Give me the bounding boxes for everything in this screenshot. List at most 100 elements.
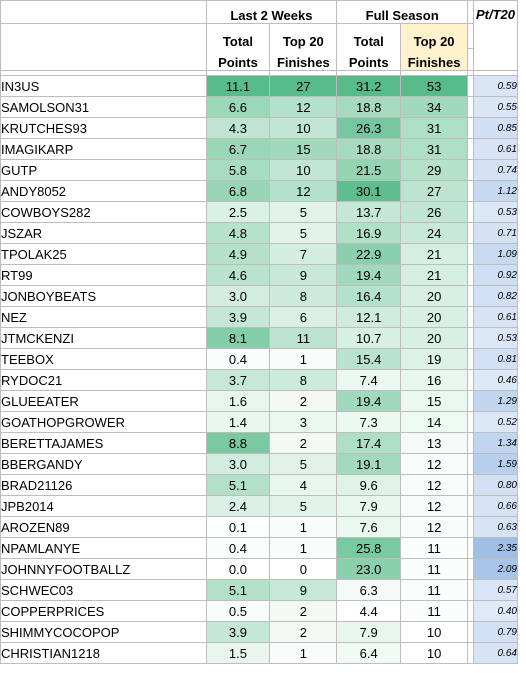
season-top20-cell[interactable]: 11 — [400, 537, 469, 559]
season-points-cell[interactable]: 10.7 — [336, 327, 402, 349]
season-points-header-top[interactable]: Total — [336, 23, 402, 49]
recent-points-cell[interactable]: 1.5 — [205, 642, 271, 664]
recent-top20-cell[interactable]: 1 — [269, 642, 338, 664]
recent-top20-cell[interactable]: 1 — [269, 516, 338, 538]
recent-top20-cell[interactable]: 10 — [269, 117, 338, 139]
ratio-cell[interactable]: 0.61 — [473, 306, 518, 328]
season-top20-cell[interactable]: 11 — [400, 558, 469, 580]
season-top20-cell[interactable]: 31 — [400, 138, 469, 160]
recent-top20-cell[interactable]: 2 — [269, 432, 338, 454]
ratio-cell[interactable]: 2.09 — [473, 558, 518, 580]
recent-top20-cell[interactable]: 5 — [269, 222, 338, 244]
player-name-cell[interactable]: IMAGIKARP — [0, 138, 207, 160]
ratio-cell[interactable]: 0.63 — [473, 516, 518, 538]
season-top20-cell[interactable]: 31 — [400, 117, 469, 139]
ratio-cell[interactable]: 0.92 — [473, 264, 518, 286]
recent-points-cell[interactable]: 4.9 — [205, 243, 271, 265]
recent-top20-cell[interactable]: 3 — [269, 411, 338, 433]
season-top20-cell[interactable]: 12 — [400, 495, 469, 517]
season-points-cell[interactable]: 19.4 — [336, 390, 402, 412]
player-name-cell[interactable]: BRAD21126 — [0, 474, 207, 496]
ratio-cell[interactable]: 1.29 — [473, 390, 518, 412]
season-points-cell[interactable]: 13.7 — [336, 201, 402, 223]
recent-top20-cell[interactable]: 8 — [269, 369, 338, 391]
recent-points-cell[interactable]: 4.6 — [205, 264, 271, 286]
recent-top20-cell[interactable]: 2 — [269, 600, 338, 622]
recent-points-cell[interactable]: 8.1 — [205, 327, 271, 349]
ratio-cell[interactable]: 0.46 — [473, 369, 518, 391]
player-name-cell[interactable]: RT99 — [0, 264, 207, 286]
recent-points-cell[interactable]: 8.8 — [205, 432, 271, 454]
ratio-cell[interactable]: 0.53 — [473, 327, 518, 349]
recent-top20-cell[interactable]: 27 — [269, 75, 338, 97]
blank-cell[interactable] — [0, 0, 207, 24]
season-points-cell[interactable]: 18.8 — [336, 96, 402, 118]
ratio-cell[interactable]: 0.61 — [473, 138, 518, 160]
recent-top20-cell[interactable]: 1 — [269, 348, 338, 370]
player-name-cell[interactable]: IN3US — [0, 75, 207, 97]
season-top20-cell[interactable]: 11 — [400, 579, 469, 601]
recent-points-cell[interactable]: 3.0 — [205, 285, 271, 307]
spacer-cell[interactable] — [467, 48, 474, 71]
recent-points-cell[interactable]: 6.6 — [205, 96, 271, 118]
recent-points-cell[interactable]: 3.0 — [205, 453, 271, 475]
recent-top20-cell[interactable]: 6 — [269, 306, 338, 328]
season-points-cell[interactable]: 17.4 — [336, 432, 402, 454]
player-name-cell[interactable]: BERETTAJAMES — [0, 432, 207, 454]
season-points-cell[interactable]: 12.1 — [336, 306, 402, 328]
player-name-cell[interactable]: GOATHOPGROWER — [0, 411, 207, 433]
season-points-cell[interactable]: 16.9 — [336, 222, 402, 244]
recent-top20-cell[interactable]: 0 — [269, 558, 338, 580]
recent-top20-cell[interactable]: 7 — [269, 243, 338, 265]
ratio-cell[interactable]: 0.59 — [473, 75, 518, 97]
ratio-cell[interactable]: 0.85 — [473, 117, 518, 139]
player-name-cell[interactable]: GLUEEATER — [0, 390, 207, 412]
ratio-cell[interactable]: 0.80 — [473, 474, 518, 496]
player-name-cell[interactable]: COPPERPRICES — [0, 600, 207, 622]
season-top20-cell[interactable]: 26 — [400, 201, 469, 223]
recent-points-cell[interactable]: 2.4 — [205, 495, 271, 517]
recent-top20-cell[interactable]: 5 — [269, 495, 338, 517]
recent-points-cell[interactable]: 5.1 — [205, 579, 271, 601]
ratio-cell[interactable]: 0.53 — [473, 201, 518, 223]
ratio-cell[interactable]: 1.09 — [473, 243, 518, 265]
ratio-cell[interactable]: 0.71 — [473, 222, 518, 244]
ratio-cell[interactable]: 1.59 — [473, 453, 518, 475]
ratio-cell[interactable]: 0.52 — [473, 411, 518, 433]
ratio-cell[interactable]: 0.40 — [473, 600, 518, 622]
recent-top20-cell[interactable]: 5 — [269, 201, 338, 223]
recent-points-cell[interactable]: 3.7 — [205, 369, 271, 391]
recent-top20-cell[interactable]: 9 — [269, 579, 338, 601]
player-name-cell[interactable]: BBERGANDY — [0, 453, 207, 475]
season-points-cell[interactable]: 15.4 — [336, 348, 402, 370]
season-top20-cell[interactable]: 16 — [400, 369, 469, 391]
recent-top20-cell[interactable]: 2 — [269, 621, 338, 643]
recent-points-cell[interactable]: 0.1 — [205, 516, 271, 538]
ratio-cell[interactable]: 1.34 — [473, 432, 518, 454]
ratio-cell[interactable]: 0.79 — [473, 621, 518, 643]
season-top20-cell[interactable]: 20 — [400, 306, 469, 328]
season-top20-cell[interactable]: 15 — [400, 390, 469, 412]
blank-cell[interactable] — [0, 48, 207, 71]
recent-points-cell[interactable]: 0.4 — [205, 537, 271, 559]
recent-points-cell[interactable]: 1.6 — [205, 390, 271, 412]
season-top20-cell[interactable]: 14 — [400, 411, 469, 433]
ratio-cell[interactable]: 0.57 — [473, 579, 518, 601]
player-name-cell[interactable]: JTMCKENZI — [0, 327, 207, 349]
season-points-cell[interactable]: 7.9 — [336, 495, 402, 517]
recent-top20-cell[interactable]: 10 — [269, 159, 338, 181]
ratio-cell[interactable]: 0.55 — [473, 96, 518, 118]
ratio-cell[interactable]: 1.12 — [473, 180, 518, 202]
player-name-cell[interactable]: CHRISTIAN1218 — [0, 642, 207, 664]
player-name-cell[interactable]: JOHNNYFOOTBALLZ — [0, 558, 207, 580]
recent-top20-cell[interactable]: 2 — [269, 390, 338, 412]
player-name-cell[interactable]: NEZ — [0, 306, 207, 328]
recent-points-cell[interactable]: 4.8 — [205, 222, 271, 244]
season-points-cell[interactable]: 6.3 — [336, 579, 402, 601]
season-points-cell[interactable]: 23.0 — [336, 558, 402, 580]
season-top20-cell[interactable]: 10 — [400, 642, 469, 664]
season-points-cell[interactable]: 7.9 — [336, 621, 402, 643]
recent-top20-header-top[interactable]: Top 20 — [269, 23, 338, 49]
recent-points-cell[interactable]: 6.8 — [205, 180, 271, 202]
recent-points-cell[interactable]: 5.1 — [205, 474, 271, 496]
